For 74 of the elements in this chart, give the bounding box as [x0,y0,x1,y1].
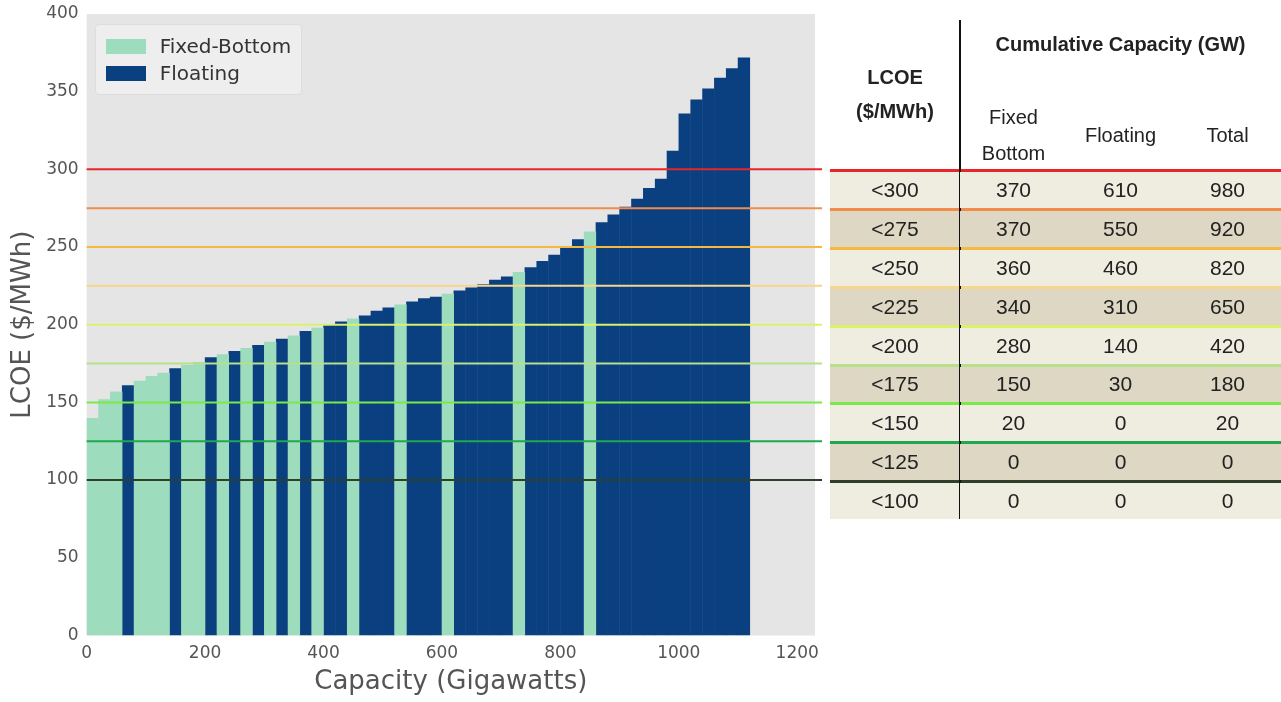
bar [394,304,407,636]
y-tick-label: 50 [57,546,79,567]
category-label: <275 [870,216,920,243]
category-label: <250 [870,254,920,281]
y-tick-label: 350 [46,80,79,101]
data-label: 370 [960,172,1067,209]
x-tick-label: 1000 [657,642,701,663]
data-label: 340 [960,288,1067,325]
text: LCOE ($/MWh) [855,65,935,124]
data-label: 20 [960,405,1067,442]
y-tick-label: 300 [46,157,79,178]
y-tick-label: 200 [46,313,79,334]
x-tick-label: 800 [544,642,577,663]
bar [240,348,253,636]
series-label: Total [1205,122,1250,148]
x-tick-label: 600 [425,642,459,663]
data-label: 310 [1067,288,1174,325]
bar [287,335,301,636]
data-label: 0 [960,483,1067,519]
data-label: 20 [1174,405,1281,442]
data-label: 360 [960,250,1067,286]
category-label: <150 [870,410,920,437]
bar [583,231,597,636]
y-tick-label: 400 [46,2,79,23]
data-label: 30 [1067,366,1174,403]
bar [311,327,324,636]
data-label: 0 [1067,483,1174,519]
series-label: Floating [1083,122,1158,148]
category-label: <175 [870,371,920,398]
data-label: 0 [1067,405,1174,442]
category-label: <200 [870,332,920,359]
x-axis-title: Capacity (Gigawatts) [314,665,588,696]
data-label: 980 [1174,172,1281,209]
data-label: 650 [1174,288,1281,325]
x-tick-label: 200 [188,642,222,663]
data-label: 610 [1067,172,1174,209]
bar [346,318,360,636]
category-label: <125 [870,449,920,476]
series-label: Fixed Bottom [980,104,1047,166]
bar [264,341,277,636]
x-tick-label: 1200 [775,642,819,663]
bar [512,271,526,636]
data-label: 550 [1067,211,1174,248]
y-tick-label: 0 [67,623,79,644]
data-label: 460 [1067,250,1174,286]
data-label: 180 [1174,366,1281,403]
bar [275,338,289,636]
text: Cumulative Capacity (GW) [994,32,1247,57]
x-tick-label: 400 [307,642,340,663]
data-label: 0 [1067,444,1174,481]
y-tick-label: 150 [46,390,79,411]
legend-label: Fixed-Bottom [159,34,292,58]
bar [441,293,455,636]
y-axis-title: LCOE ($/MWh) [6,230,37,419]
data-label: 820 [1174,250,1281,286]
data-label: 140 [1067,327,1174,364]
data-label: 370 [960,211,1067,248]
bar [204,357,218,636]
y-tick-label: 100 [46,468,79,489]
category-label: <225 [870,293,920,320]
data-label: 150 [960,366,1067,403]
data-label: 280 [960,327,1067,364]
data-label: 0 [960,444,1067,481]
bar [216,354,229,636]
category-label: <100 [870,487,920,514]
x-tick-label: 0 [81,642,93,663]
data-label: 0 [1174,444,1281,481]
data-label: 920 [1174,211,1281,248]
legend-label: Floating [159,61,240,85]
category-label: <300 [870,177,920,204]
y-tick-label: 250 [46,235,79,256]
bar [121,385,135,636]
data-label: 0 [1174,483,1281,519]
data-label: 420 [1174,327,1281,364]
